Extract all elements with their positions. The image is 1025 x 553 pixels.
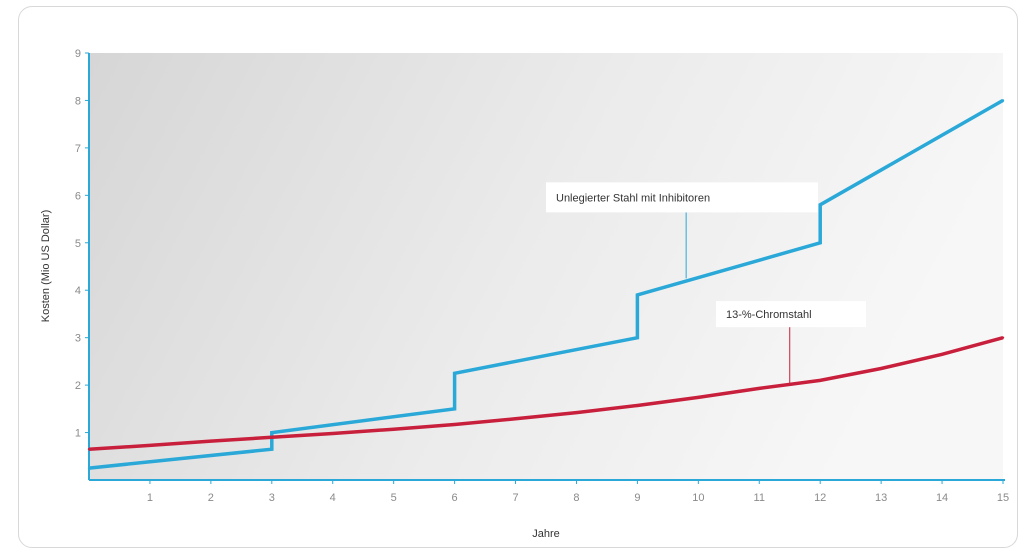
x-tick-label: 2 [208,492,214,504]
y-tick-label: 9 [75,48,81,60]
y-tick-label: 2 [75,380,81,392]
data-point [636,293,639,297]
data-point [819,203,822,207]
data-point [1001,336,1005,339]
data-point [819,379,822,382]
y-tick-label: 7 [75,143,81,155]
data-point [514,417,517,420]
x-tick-label: 7 [512,492,518,504]
x-tick-label: 3 [269,492,275,504]
x-tick-label: 9 [634,492,640,504]
x-tick-label: 8 [573,492,579,504]
data-point [940,353,944,356]
x-axis-label: Jahre [532,528,560,540]
annotation-box [716,301,866,328]
data-point [270,431,273,434]
y-tick-label: 5 [75,238,81,250]
data-point [575,411,578,414]
x-tick-label: 6 [452,492,458,504]
data-point [392,428,395,431]
y-axis-label: Kosten (Mio US Dollar) [40,210,52,322]
annotation-label: Unlegierter Stahl mit Inhibitoren [556,192,710,204]
y-tick-label: 1 [75,428,81,440]
x-tick-label: 1 [147,492,153,504]
data-point [758,387,761,390]
data-point [636,404,639,407]
y-tick-label: 8 [75,95,81,107]
x-tick-label: 10 [692,492,704,504]
data-point [879,367,883,370]
x-tick-label: 4 [330,492,336,504]
data-point [453,423,456,426]
x-tick-label: 12 [814,492,826,504]
x-tick-label: 13 [875,492,887,504]
plot-area [89,53,1003,480]
x-tick-label: 14 [936,492,948,504]
data-point [331,432,334,435]
series-line-1 [88,336,1004,451]
data-point [270,447,273,451]
annotation-box [546,182,818,213]
data-point [87,466,91,470]
y-tick-label: 4 [75,285,81,297]
x-tick-label: 11 [754,492,765,504]
data-point [453,372,456,375]
data-point [697,396,700,399]
x-tick-label: 5 [391,492,397,504]
x-tick-label: 15 [997,492,1009,504]
series-line-0 [88,98,1004,470]
data-point [636,336,639,339]
data-point [209,439,213,443]
y-tick-label: 6 [75,190,81,202]
data-point [270,436,273,439]
annotation-layer: Unlegierter Stahl mit Inhibitoren 13-%-Ch… [546,182,866,386]
y-tick-label: 3 [75,333,81,345]
series-layer [87,98,1005,470]
data-point [453,407,456,411]
data-point [1001,99,1005,102]
annotation-label: 13-%-Chromstahl [726,309,812,321]
data-point [819,241,822,244]
data-point [87,447,91,451]
data-point [148,444,152,447]
